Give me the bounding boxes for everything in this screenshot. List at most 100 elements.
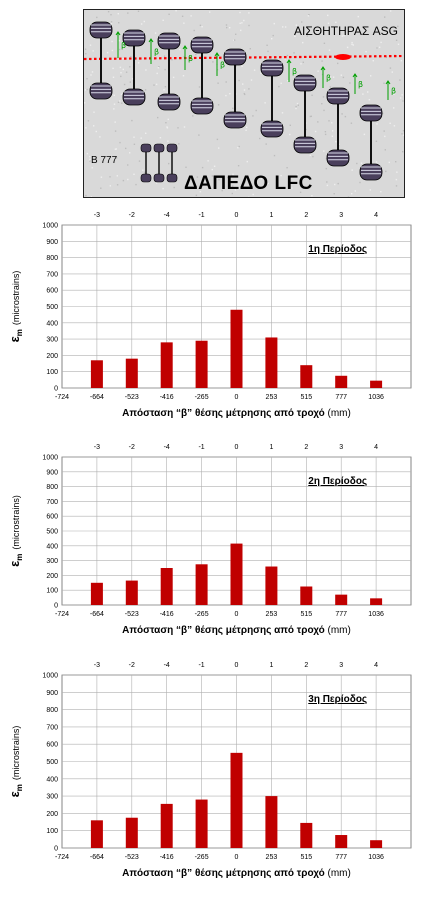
y-axis-symbol: ε	[7, 336, 22, 342]
x-axis-label-main: Απόσταση “β” θέσης μέτρησης από τροχό	[122, 868, 327, 879]
y-axis-unit: (microstrains)	[11, 726, 21, 781]
wheel-bottom-3	[190, 97, 214, 115]
y-axis-symbol: ε	[7, 561, 22, 567]
wheel-top-7	[326, 87, 350, 105]
top-tick-label: 4	[374, 444, 378, 451]
chart-title: 3η Περίοδος	[308, 694, 367, 705]
x-tick-label: -265	[195, 394, 209, 401]
beta-label: β	[188, 54, 193, 63]
y-tick-label: 900	[46, 469, 58, 476]
bar-515	[300, 365, 313, 388]
top-tick-label: -3	[94, 662, 100, 669]
bar--523	[125, 580, 138, 605]
sensor-marker	[335, 54, 351, 60]
x-axis-label-unit: (mm)	[327, 625, 350, 636]
x-tick-label: -265	[195, 854, 209, 861]
y-tick-label: 800	[46, 707, 58, 714]
y-tick-label: 700	[46, 724, 58, 731]
x-tick-label: -416	[160, 611, 174, 618]
x-tick-label: 253	[266, 854, 278, 861]
bar-0	[230, 543, 243, 605]
bar-253	[265, 796, 278, 848]
bar--416	[160, 342, 173, 388]
beta-label: β	[326, 74, 331, 83]
y-tick-label: 800	[46, 255, 58, 262]
y-tick-label: 1000	[42, 223, 58, 230]
sensor-label: ΑΙΣΘΗΤΗΡΑΣ ASG	[294, 24, 398, 38]
bar-253	[265, 566, 278, 605]
x-tick-label: -724	[55, 854, 69, 861]
y-tick-label: 100	[46, 828, 58, 835]
x-tick-label: -265	[195, 611, 209, 618]
x-tick-label: 1036	[368, 611, 384, 618]
x-tick-label: -523	[125, 394, 139, 401]
floor-label: ΔΑΠΕΔΟ LFC	[184, 173, 313, 194]
x-tick-label: 0	[235, 611, 239, 618]
y-tick-label: 800	[46, 484, 58, 491]
y-tick-label: 1000	[42, 455, 58, 462]
beta-label: β	[121, 41, 126, 50]
y-tick-label: 400	[46, 543, 58, 550]
wheel-bottom-0	[89, 82, 113, 100]
wheel-bottom-7	[326, 149, 350, 167]
gear-diagram-graphic: β β β β β β β β	[84, 10, 404, 197]
y-axis-subscript: m	[15, 329, 24, 336]
top-tick-label: 0	[235, 444, 239, 451]
x-axis-label-main: Απόσταση “β” θέσης μέτρησης από τροχό	[122, 625, 327, 636]
wheel-top-3	[190, 36, 214, 54]
bar-253	[265, 337, 278, 388]
y-tick-label: 900	[46, 239, 58, 246]
x-tick-label: 777	[335, 854, 347, 861]
y-tick-label: 0	[54, 603, 58, 610]
top-tick-label: -1	[198, 444, 204, 451]
top-tick-label: 1	[269, 662, 273, 669]
x-tick-label: 253	[266, 611, 278, 618]
bar--416	[160, 568, 173, 605]
y-axis-subscript: m	[15, 784, 24, 791]
top-tick-label: 3	[339, 212, 343, 219]
chart-title: 1η Περίοδος	[308, 244, 367, 255]
bar-1036	[370, 840, 383, 848]
bar-777	[335, 375, 348, 388]
bar--416	[160, 803, 173, 848]
x-tick-label: -416	[160, 854, 174, 861]
top-tick-label: 1	[269, 444, 273, 451]
x-axis-label: Απόσταση “β” θέσης μέτρησης από τροχό (m…	[122, 868, 351, 879]
floor-texture	[84, 10, 404, 197]
bar-1036	[370, 598, 383, 605]
x-tick-label: -523	[125, 611, 139, 618]
beta-label: β	[391, 87, 396, 96]
y-tick-label: 500	[46, 304, 58, 311]
y-tick-label: 700	[46, 499, 58, 506]
wheel-bottom-6	[293, 136, 317, 154]
y-axis-label: εm (microstrains)	[7, 495, 24, 567]
y-tick-label: 400	[46, 776, 58, 783]
x-tick-label: -664	[90, 854, 104, 861]
top-tick-label: -3	[94, 212, 100, 219]
gear-diagram: β β β β β β β β ΑΙΣΘΗΤΗΡΑΣ ASG B 777 ΔΑΠΕΔΟ LFC	[83, 9, 405, 198]
bar-0	[230, 309, 243, 388]
x-tick-label: 0	[235, 394, 239, 401]
x-tick-label: -416	[160, 394, 174, 401]
y-axis-unit: (microstrains)	[11, 271, 21, 326]
x-tick-label: 515	[300, 611, 312, 618]
top-tick-label: 2	[304, 212, 308, 219]
top-tick-label: 0	[235, 212, 239, 219]
bar-515	[300, 822, 313, 848]
wheel-bottom-5	[260, 120, 284, 138]
y-tick-label: 500	[46, 759, 58, 766]
wheel-top-5	[260, 59, 284, 77]
top-tick-label: 1	[269, 212, 273, 219]
wheel-top-8	[359, 104, 383, 122]
bar-1036	[370, 380, 383, 388]
top-tick-label: -2	[129, 212, 135, 219]
top-tick-label: -4	[164, 444, 170, 451]
wheel-bottom-4	[223, 111, 247, 129]
top-tick-label: 0	[235, 662, 239, 669]
chart-title: 2η Περίοδος	[308, 476, 367, 487]
y-tick-label: 300	[46, 558, 58, 565]
top-tick-label: -1	[198, 212, 204, 219]
